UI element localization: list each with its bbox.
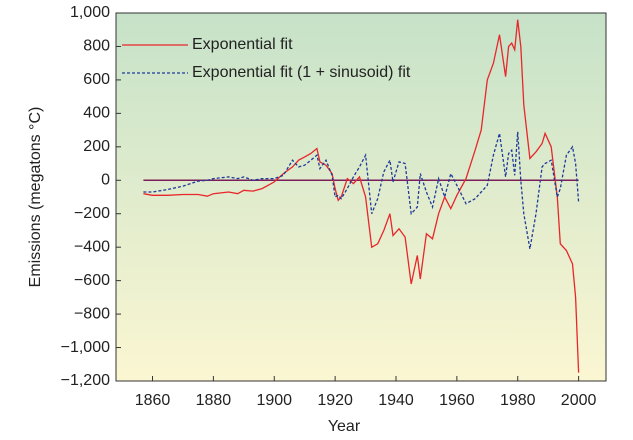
y-tick-label: 0 (101, 171, 110, 188)
plot-area (115, 12, 607, 382)
y-tick-label: −600 (74, 272, 110, 289)
x-tick-label: 2000 (561, 392, 597, 409)
x-tick-label: 1980 (500, 392, 536, 409)
y-tick-label: 200 (83, 138, 110, 155)
x-axis-label: Year (328, 418, 361, 435)
x-tick-label: 1960 (439, 392, 475, 409)
legend-label: Exponential fit (1 + sinusoid) fit (192, 64, 411, 81)
y-tick-label: −400 (74, 238, 110, 255)
series-line (143, 19, 580, 373)
x-tick-label: 1920 (317, 392, 353, 409)
x-tick-label: 1880 (196, 392, 232, 409)
y-tick-label: −200 (74, 205, 110, 222)
x-tick-label: 1860 (135, 392, 171, 409)
x-tick-label: 1900 (256, 392, 292, 409)
y-tick-label: 800 (83, 38, 110, 55)
y-tick-label: 1,000 (70, 4, 110, 21)
y-tick-label: 400 (83, 105, 110, 122)
series-line (143, 131, 580, 250)
x-tick-label: 1940 (378, 392, 414, 409)
y-tick-label: −1,200 (61, 372, 110, 389)
y-axis-label: Emissions (megatons °C) (27, 107, 44, 288)
y-tick-label: −1,000 (61, 339, 110, 356)
legend-label: Exponential fit (192, 36, 293, 53)
y-tick-label: −800 (74, 305, 110, 322)
y-tick-label: 600 (83, 71, 110, 88)
